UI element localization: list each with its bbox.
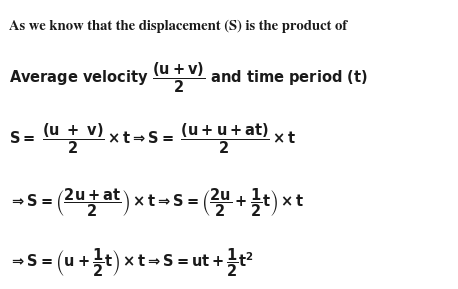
Text: Average velocity $\mathbf{\dfrac{(u + v)}{2}}$ and time period (t): Average velocity $\mathbf{\dfrac{(u + v)… (9, 61, 368, 95)
Text: $\mathbf{S = \ \dfrac{(u \ + \ v)}{2} \times t \Rightarrow S = \ \dfrac{(u + u +: $\mathbf{S = \ \dfrac{(u \ + \ v)}{2} \t… (9, 121, 297, 156)
Text: $\mathbf{\Rightarrow S = \left(u + \dfrac{1}{2}t\right) \times t \Rightarrow S =: $\mathbf{\Rightarrow S = \left(u + \dfra… (9, 247, 254, 279)
Text: $\mathbf{\Rightarrow S = \left(\dfrac{2u + at}{2}\right) \times t \Rightarrow S : $\mathbf{\Rightarrow S = \left(\dfrac{2u… (9, 186, 305, 218)
Text: As we know that the displacement (S) is the product of: As we know that the displacement (S) is … (9, 19, 348, 33)
